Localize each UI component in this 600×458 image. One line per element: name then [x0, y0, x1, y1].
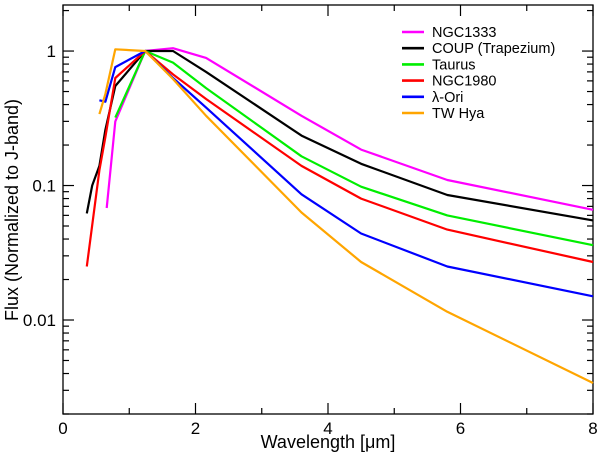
x-tick-label: 6 — [456, 419, 465, 438]
series-line — [105, 47, 594, 211]
x-tick-label: 0 — [58, 419, 67, 438]
series-line — [114, 49, 594, 247]
y-axis-label: Flux (Normalized to J-band) — [2, 99, 22, 321]
x-axis-label: Wavelength [μm] — [261, 432, 396, 452]
legend-label: Taurus — [432, 57, 476, 73]
legend-label: COUP (Trapezium) — [432, 41, 555, 57]
plot-frame — [62, 4, 594, 415]
series-line — [85, 49, 594, 222]
series-line — [85, 49, 594, 267]
tick-labels: 0 2 4 6 8 0.01 0.1 1 — [23, 42, 598, 438]
legend-label: NGC1980 — [432, 74, 496, 90]
x-tick-label: 2 — [191, 419, 200, 438]
y-tick-label: 1 — [47, 42, 56, 61]
y-tick-label: 0.01 — [23, 311, 56, 330]
x-tick-label: 4 — [323, 419, 332, 438]
legend-label: TW Hya — [432, 106, 485, 122]
legend-label: NGC1333 — [432, 25, 496, 41]
legend-label: λ-Ori — [432, 90, 463, 106]
series-line — [98, 48, 594, 384]
x-tick-label: 8 — [588, 419, 597, 438]
y-tick-label: 0.1 — [32, 177, 56, 196]
data-series — [85, 47, 594, 384]
axis-ticks — [62, 5, 594, 415]
series-line — [99, 49, 594, 298]
